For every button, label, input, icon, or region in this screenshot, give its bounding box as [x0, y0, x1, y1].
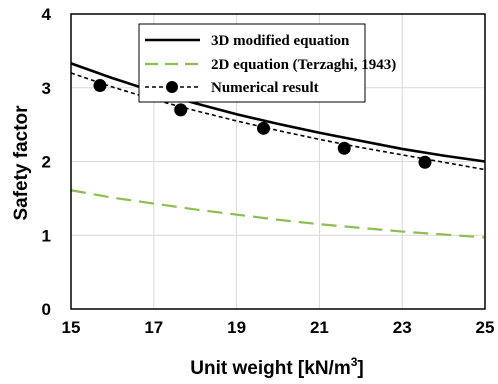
- x-tick-label: 15: [62, 318, 81, 337]
- plot-frame: [70, 13, 486, 310]
- numerical-point: [337, 141, 351, 155]
- x-tick-label: 19: [227, 318, 246, 337]
- legend-marker-numerical: [166, 81, 178, 93]
- legend: 3D modified equation 2D equation (Terzag…: [138, 23, 396, 103]
- y-tick-label: 4: [42, 5, 52, 24]
- series-line-2d-terzaghi: [70, 189, 486, 239]
- x-tick-label: 21: [310, 318, 329, 337]
- x-tick-labels: 15 17 19 21 23 25: [62, 318, 495, 337]
- numerical-result-markers: [93, 79, 432, 169]
- legend-label-3d: 3D modified equation: [211, 33, 350, 49]
- x-tick-label: 23: [393, 318, 412, 337]
- numerical-point: [93, 79, 107, 93]
- legend-label-2d: 2D equation (Terzaghi, 1943): [211, 57, 396, 73]
- legend-label-numerical: Numerical result: [211, 80, 319, 96]
- x-axis-label-end: ]: [357, 358, 363, 379]
- x-axis-label-superscript: 3: [351, 355, 358, 369]
- numerical-point: [174, 103, 188, 117]
- y-tick-label: 2: [42, 153, 51, 172]
- y-axis-label: Safety factor: [11, 105, 32, 221]
- numerical-point: [418, 155, 432, 169]
- y-tick-label: 3: [42, 79, 51, 98]
- x-tick-label: 25: [476, 318, 495, 337]
- y-tick-labels: 0 1 2 3 4: [42, 5, 52, 319]
- y-tick-label: 0: [42, 300, 51, 319]
- x-axis-label-main: Unit weight [kN/m: [190, 358, 350, 379]
- x-tick-label: 17: [144, 318, 163, 337]
- numerical-point: [257, 121, 271, 135]
- x-axis-label: Unit weight [kN/m3]: [190, 355, 363, 379]
- y-tick-label: 1: [42, 226, 51, 245]
